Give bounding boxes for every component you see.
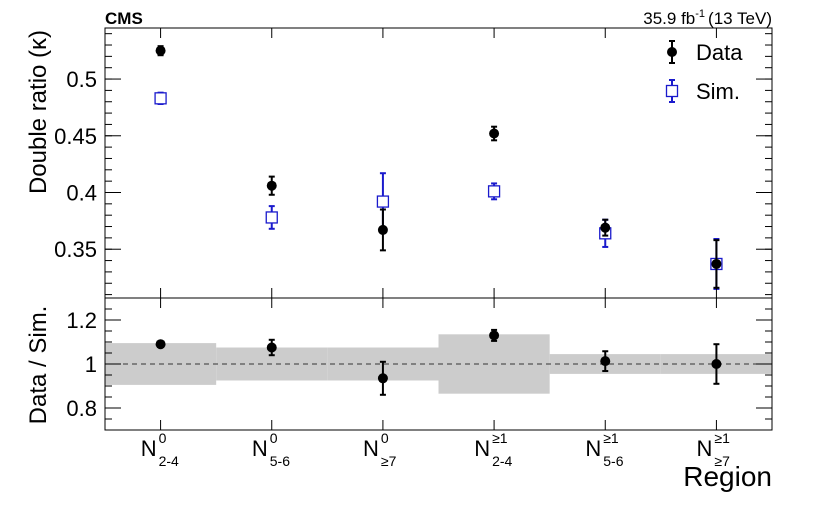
upper-panel: 0.35 0.4 0.45 0.5 Double ratio (κ)	[25, 27, 773, 299]
ratio-point	[711, 359, 722, 369]
data-point	[600, 222, 611, 233]
x-category-label: N	[585, 436, 601, 461]
data-point	[266, 180, 277, 191]
lower-y-axis: 0.8 1 1.2	[66, 297, 772, 431]
data-point	[711, 258, 722, 269]
luminosity-value: 35.9 fb	[643, 9, 695, 28]
x-category-label: N	[141, 436, 157, 461]
ratio-point	[489, 330, 500, 341]
upper-data-marks	[154, 45, 723, 290]
sim-point	[154, 92, 167, 105]
luminosity-label: 35.9 fb-1 (13 TeV)	[643, 8, 772, 28]
upper-y-axis: 0.35 0.4 0.45 0.5	[54, 33, 772, 296]
x-category-subscript: ≥7	[714, 453, 730, 469]
lower-panel: 0.8 1 1.2 Data / Sim.	[25, 297, 773, 431]
x-category-subscript: 2-4	[492, 453, 512, 469]
x-category-superscript: ≥1	[603, 430, 619, 446]
data-point	[377, 224, 388, 235]
energy-label: (13 TeV)	[708, 9, 772, 28]
luminosity-exponent: -1	[695, 8, 705, 20]
sim-point	[376, 195, 390, 208]
legend-sim-point	[665, 84, 679, 98]
experiment-label: CMS	[105, 9, 143, 28]
y-tick-label: 0.45	[54, 124, 97, 149]
x-category-subscript: 5-6	[603, 453, 623, 469]
x-category-label: N	[363, 436, 379, 461]
ratio-point	[377, 373, 388, 384]
legend-data-label: Data	[696, 40, 743, 65]
x-category-label: N	[474, 436, 490, 461]
x-category-superscript: 0	[159, 430, 167, 446]
lower-y-axis-title: Data / Sim.	[25, 306, 52, 425]
x-category-superscript: ≥1	[492, 430, 508, 446]
sim-point	[265, 211, 278, 224]
x-category-label: N	[697, 436, 713, 461]
x-category-subscript: 2-4	[159, 453, 179, 469]
y-tick-label: 1.2	[66, 308, 97, 333]
x-category-subscript: ≥7	[381, 453, 397, 469]
sim-point	[487, 185, 501, 198]
y-tick-label: 0.5	[66, 67, 97, 92]
x-category-label: N	[252, 436, 268, 461]
x-axis-categories: N 02-4 N 05-6 N 0≥7 N ≥12-4 N ≥15-6 N ≥1≥7	[141, 28, 730, 469]
x-category-superscript: 0	[270, 430, 278, 446]
y-tick-label: 0.35	[54, 237, 97, 262]
x-category-subscript: 5-6	[270, 453, 290, 469]
x-category-superscript: 0	[381, 430, 389, 446]
ratio-point	[155, 339, 166, 350]
x-axis-title: Region	[683, 461, 772, 492]
upper-y-axis-title: Double ratio (κ)	[25, 30, 52, 194]
legend: Data Sim.	[665, 40, 743, 104]
y-tick-label: 0.4	[66, 180, 97, 205]
ratio-point	[600, 356, 611, 367]
data-point	[155, 45, 166, 56]
legend-data-point	[667, 47, 677, 57]
x-category-superscript: ≥1	[714, 430, 730, 446]
ratio-point	[266, 342, 277, 353]
lower-data-marks	[155, 328, 722, 396]
y-tick-label: 0.8	[66, 396, 97, 421]
data-point	[489, 128, 500, 139]
y-tick-label: 1	[85, 352, 97, 377]
legend-sim-label: Sim.	[696, 79, 740, 104]
